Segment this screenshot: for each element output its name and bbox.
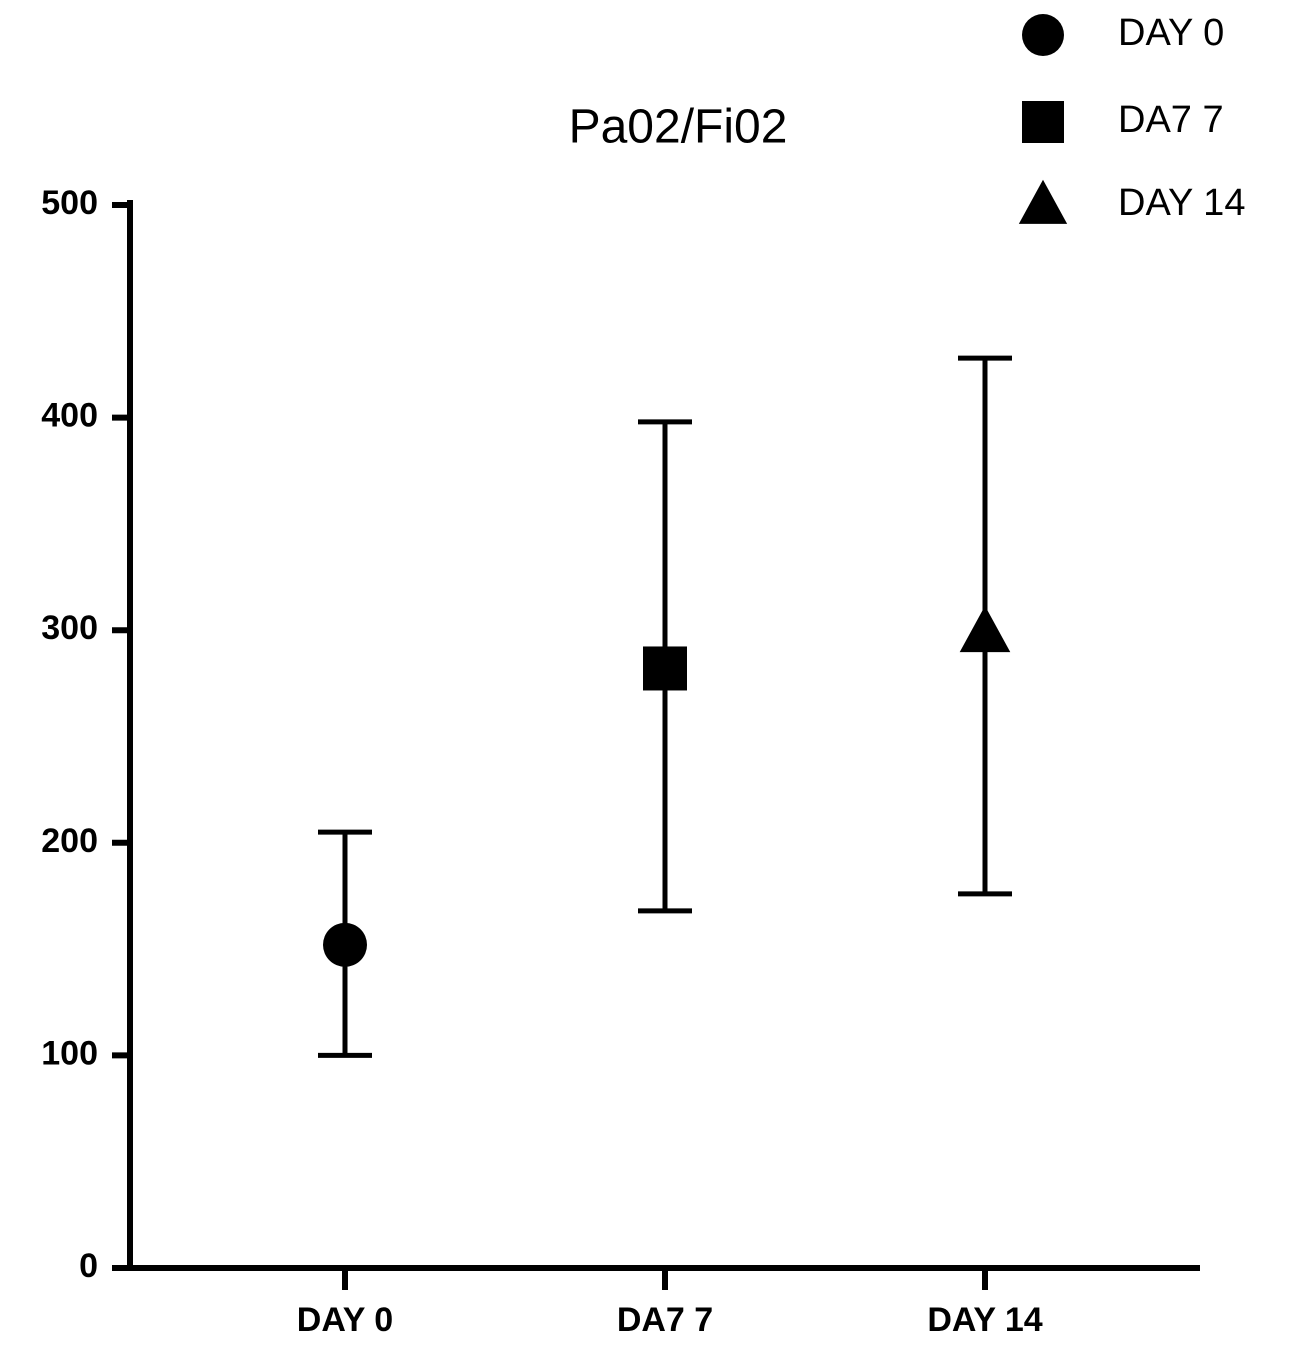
legend-marker: [1022, 14, 1064, 56]
x-tick-label: DAY 14: [927, 1301, 1042, 1339]
marker: [323, 922, 367, 967]
x-tick-label: DAY 0: [297, 1301, 393, 1339]
legend-label: DAY 0: [1118, 12, 1224, 54]
legend-label: DAY 14: [1118, 182, 1245, 224]
marker: [959, 605, 1011, 653]
marker: [643, 646, 687, 691]
legend-marker: [1018, 179, 1068, 224]
chart-title: Pa02/Fi02: [569, 101, 788, 154]
y-tick-label: 500: [41, 184, 98, 222]
x-tick-label: DA7 7: [617, 1301, 713, 1339]
y-tick-label: 0: [79, 1247, 98, 1285]
legend-marker: [1022, 101, 1064, 143]
y-tick-label: 200: [41, 822, 98, 860]
y-tick-label: 400: [41, 397, 98, 435]
y-tick-label: 100: [41, 1034, 98, 1072]
y-tick-label: 300: [41, 609, 98, 647]
legend-label: DA7 7: [1118, 99, 1224, 141]
